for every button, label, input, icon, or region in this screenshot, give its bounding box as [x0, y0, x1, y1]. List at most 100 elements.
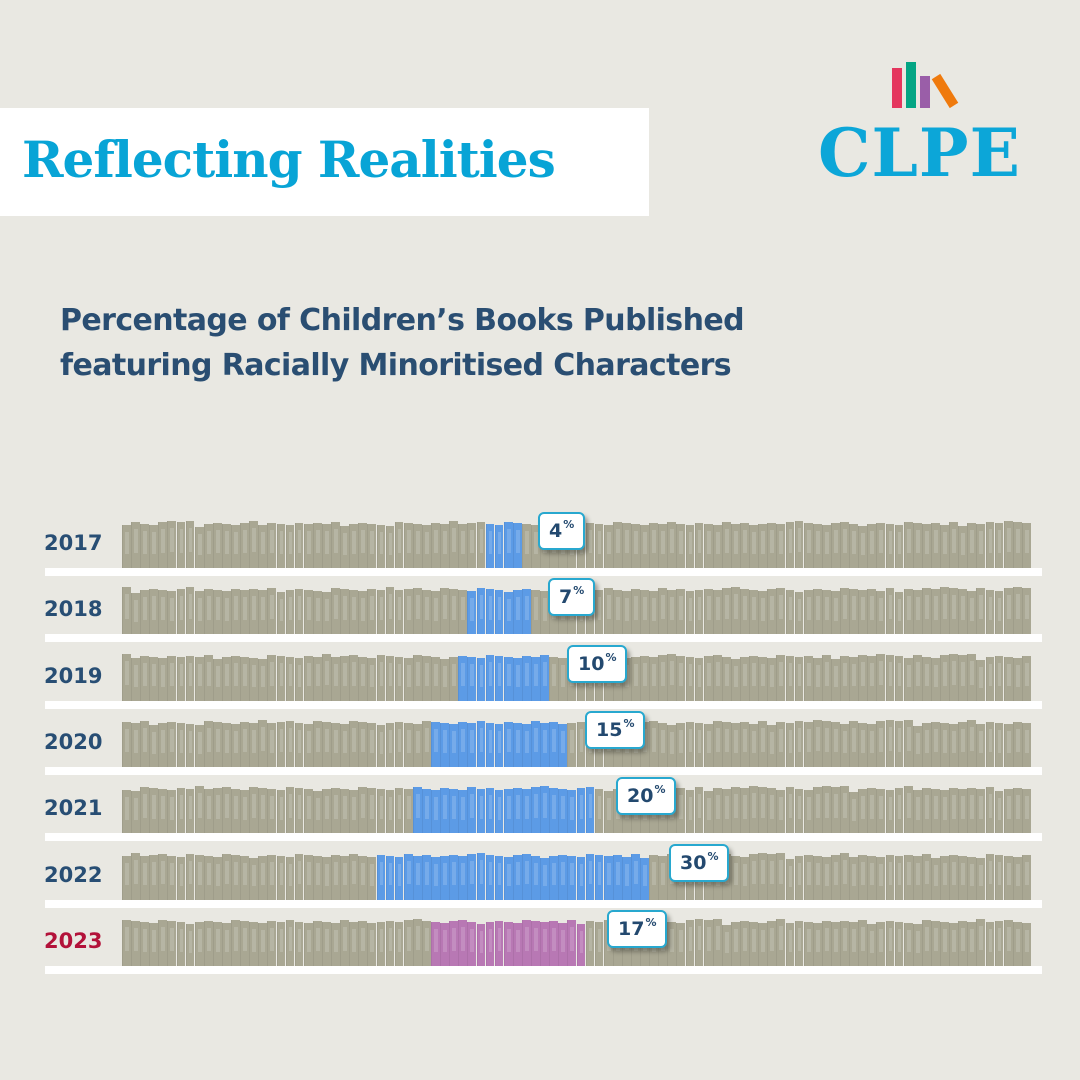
book	[358, 523, 368, 568]
book	[976, 789, 986, 834]
book	[831, 591, 840, 635]
book	[194, 591, 204, 635]
highlighted-book	[476, 789, 486, 834]
book	[976, 659, 986, 701]
book	[903, 589, 913, 635]
book	[249, 657, 259, 701]
highlighted-book	[440, 855, 449, 900]
book	[658, 588, 668, 635]
book	[794, 656, 804, 701]
page-title: Reflecting Realities	[22, 130, 556, 189]
highlighted-book	[512, 854, 522, 900]
book	[794, 855, 804, 900]
book	[885, 854, 895, 900]
book	[285, 787, 295, 834]
percentage-label: 7%	[548, 578, 596, 617]
highlighted-book	[431, 856, 440, 900]
book	[703, 589, 713, 635]
book	[231, 655, 240, 701]
book	[794, 521, 804, 568]
book	[949, 588, 958, 635]
book	[340, 919, 349, 966]
shelf-row-2021: 2021 20%	[0, 777, 1080, 849]
book	[940, 525, 949, 568]
book	[358, 920, 368, 966]
book	[849, 792, 858, 834]
book	[949, 653, 958, 701]
book	[921, 788, 931, 834]
book	[685, 919, 695, 966]
highlighted-book	[521, 589, 531, 635]
highlighted-book	[458, 919, 468, 966]
highlighted-book	[458, 790, 468, 834]
book	[840, 723, 849, 767]
highlighted-book	[521, 919, 531, 966]
highlighted-book	[503, 592, 513, 635]
book	[831, 921, 840, 966]
book	[931, 857, 940, 900]
book	[331, 588, 340, 635]
book	[285, 590, 295, 635]
book	[385, 790, 395, 834]
book	[967, 591, 977, 635]
book	[776, 852, 786, 900]
book	[749, 525, 758, 568]
highlighted-book	[449, 789, 459, 834]
book	[794, 720, 804, 767]
book	[994, 791, 1004, 834]
book	[276, 592, 286, 635]
highlighted-book	[412, 855, 422, 900]
book	[258, 719, 268, 767]
book	[203, 920, 213, 966]
book	[540, 591, 549, 635]
book	[367, 657, 377, 701]
book	[940, 654, 949, 701]
book	[294, 788, 304, 834]
book	[712, 918, 722, 966]
highlighted-book	[531, 920, 540, 966]
book	[758, 852, 768, 900]
book	[412, 723, 422, 767]
percentage-value: 17%	[618, 915, 657, 940]
highlighted-book	[503, 789, 513, 834]
book	[558, 657, 568, 701]
highlighted-book	[540, 654, 549, 701]
book	[858, 722, 868, 767]
book	[894, 855, 904, 900]
book	[785, 722, 795, 767]
book	[603, 588, 613, 635]
book	[303, 854, 313, 900]
book	[131, 522, 140, 568]
book	[958, 789, 968, 834]
book-row	[122, 850, 1031, 900]
subtitle-line-2: featuring Racially Minoritised Character…	[60, 348, 732, 383]
year-label: 2021	[44, 796, 103, 821]
highlighted-book	[531, 720, 540, 767]
book	[412, 918, 422, 966]
book	[231, 854, 240, 900]
book	[985, 590, 995, 635]
book	[921, 853, 931, 900]
book	[167, 790, 177, 834]
book	[376, 921, 386, 966]
book	[412, 654, 422, 701]
year-label: 2020	[44, 729, 103, 754]
book	[921, 919, 931, 966]
book	[767, 724, 777, 767]
book	[131, 920, 140, 966]
highlighted-book	[440, 922, 449, 966]
book	[167, 521, 177, 568]
book	[1021, 655, 1031, 701]
book	[958, 855, 968, 900]
book	[449, 589, 459, 635]
highlighted-book	[567, 919, 577, 966]
book	[267, 523, 277, 568]
book	[812, 524, 822, 568]
book	[776, 918, 786, 966]
book	[749, 853, 758, 900]
highlighted-book	[485, 589, 495, 635]
highlighted-book	[503, 921, 513, 966]
book	[267, 789, 277, 834]
book	[894, 655, 904, 701]
book	[976, 524, 986, 568]
